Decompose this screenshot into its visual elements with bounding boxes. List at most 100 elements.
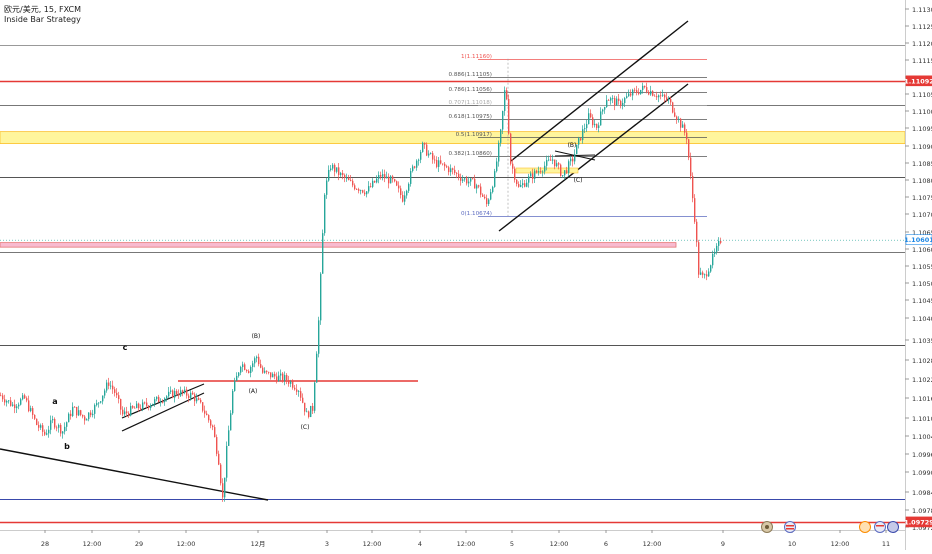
candle-body bbox=[628, 93, 630, 97]
candle-body bbox=[512, 163, 514, 169]
candle bbox=[72, 402, 74, 418]
candle-body bbox=[148, 405, 150, 408]
time-axis[interactable]: 28 12:00 29 12:00 12月 3 12:00 4 12:00 5 12:00 6 12:0… bbox=[0, 530, 905, 548]
candle bbox=[512, 159, 514, 174]
strategy-name[interactable]: Inside Bar Strategy bbox=[4, 15, 81, 24]
candle bbox=[560, 163, 562, 177]
candle-body bbox=[608, 99, 610, 101]
channel-lower-line[interactable] bbox=[498, 83, 689, 232]
candle-body bbox=[346, 177, 348, 179]
price-badge-label: 1.10601 bbox=[904, 236, 932, 244]
candle bbox=[378, 171, 380, 184]
candle-body bbox=[200, 399, 202, 403]
alarm-icon[interactable] bbox=[859, 521, 871, 533]
candle bbox=[612, 95, 614, 104]
candle-body bbox=[680, 118, 682, 128]
candle bbox=[552, 154, 554, 165]
candle-body bbox=[304, 402, 306, 412]
candle-body bbox=[502, 110, 504, 130]
us-event-icon[interactable] bbox=[784, 521, 796, 533]
candle bbox=[476, 183, 478, 194]
candle-body bbox=[372, 180, 374, 187]
price-badge bbox=[905, 234, 932, 246]
channel-upper-line[interactable] bbox=[510, 20, 689, 162]
candle bbox=[236, 372, 238, 381]
settings-gear-icon[interactable] bbox=[761, 521, 773, 533]
candle-body bbox=[384, 174, 386, 179]
candle-body bbox=[118, 395, 120, 400]
candle-body bbox=[414, 166, 416, 168]
candle bbox=[686, 128, 688, 145]
candle-body bbox=[128, 413, 130, 416]
candle bbox=[296, 384, 298, 396]
price-tick-label: 1.11150 bbox=[912, 57, 932, 65]
candle bbox=[178, 389, 180, 399]
candle-body bbox=[256, 356, 258, 359]
candle-body bbox=[312, 405, 314, 411]
time-tick-label: 10 bbox=[788, 540, 796, 548]
candle bbox=[358, 187, 360, 194]
candle bbox=[180, 386, 182, 398]
candle-body bbox=[528, 176, 530, 183]
candle-body bbox=[198, 398, 200, 400]
price-axis[interactable]: 1.113001.112501.112001.111501.111001.110… bbox=[904, 0, 932, 550]
candle bbox=[488, 198, 490, 206]
economic-events[interactable] bbox=[761, 521, 899, 533]
candle bbox=[98, 402, 100, 408]
candle-body bbox=[6, 401, 8, 403]
trendline-drawings[interactable] bbox=[0, 20, 689, 501]
candle bbox=[262, 365, 264, 374]
us-event-icon[interactable] bbox=[874, 521, 886, 533]
candle bbox=[282, 372, 284, 383]
candle bbox=[344, 173, 346, 183]
candle bbox=[570, 155, 572, 166]
candle-body bbox=[546, 160, 548, 166]
candle-body bbox=[602, 109, 604, 112]
candle-body bbox=[464, 178, 466, 180]
candle bbox=[22, 392, 24, 401]
candle-body bbox=[242, 364, 244, 368]
symbol-line[interactable]: 欧元/美元, 15, FXCM bbox=[4, 5, 82, 14]
candle-body bbox=[436, 159, 438, 167]
wedge-upper-line[interactable] bbox=[121, 383, 205, 419]
candle-body bbox=[336, 167, 338, 172]
candle-body bbox=[566, 170, 568, 173]
candle bbox=[12, 402, 14, 407]
candle-body bbox=[270, 372, 272, 378]
candle-body bbox=[340, 172, 342, 176]
candle-body bbox=[478, 185, 480, 187]
candle-body bbox=[94, 405, 96, 414]
eu-event-icon[interactable] bbox=[887, 521, 899, 533]
candle-body bbox=[380, 175, 382, 177]
candle-body bbox=[286, 375, 288, 380]
candle bbox=[566, 166, 568, 175]
candle bbox=[18, 402, 20, 410]
candle bbox=[40, 423, 42, 430]
candle-body bbox=[438, 160, 440, 167]
candle bbox=[278, 371, 280, 382]
candle-body bbox=[344, 175, 346, 178]
candle bbox=[104, 388, 106, 399]
candle-body bbox=[98, 402, 100, 404]
wave-label: (B) bbox=[252, 333, 261, 340]
candle-body bbox=[234, 380, 236, 391]
candle-body bbox=[404, 195, 406, 202]
candle bbox=[574, 149, 576, 165]
candle bbox=[264, 367, 266, 374]
candle bbox=[410, 168, 412, 187]
candle-body bbox=[508, 99, 510, 134]
candle-body bbox=[116, 392, 118, 396]
candle bbox=[96, 399, 98, 407]
candle bbox=[60, 423, 62, 437]
candle-body bbox=[454, 169, 456, 173]
candle-body bbox=[610, 98, 612, 101]
time-tick-label: 11 bbox=[882, 540, 890, 548]
candle-body bbox=[714, 251, 716, 254]
candle bbox=[10, 396, 12, 407]
candle bbox=[66, 421, 68, 431]
candle bbox=[466, 175, 468, 186]
candle bbox=[228, 425, 230, 447]
candle-body bbox=[676, 116, 678, 120]
time-tick-label: 12:00 bbox=[550, 540, 569, 548]
